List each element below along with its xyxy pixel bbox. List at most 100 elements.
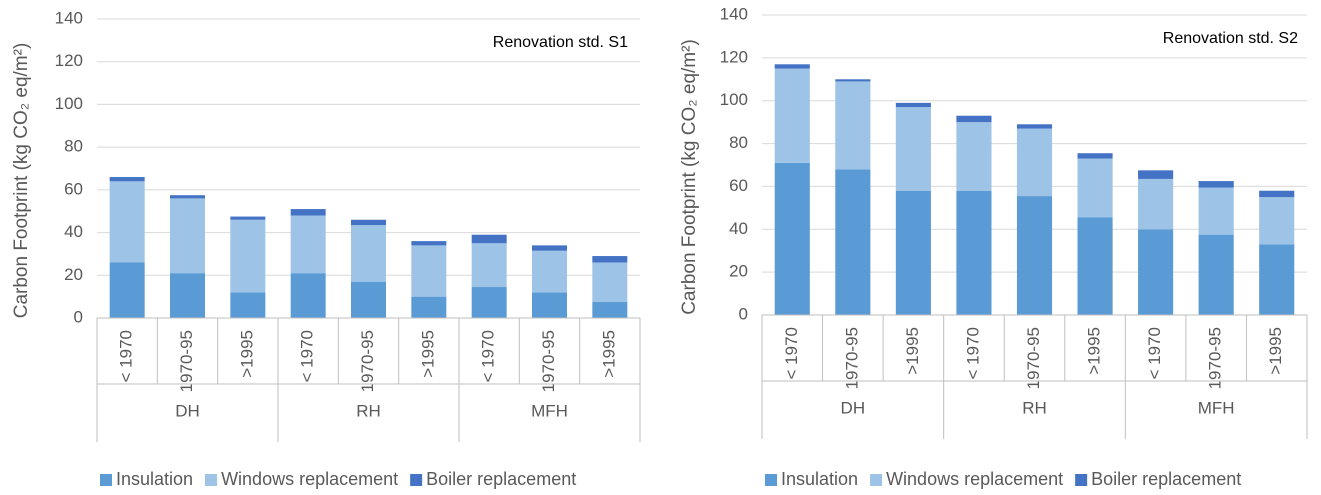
bar-segment [1077,158,1113,218]
bar-segment [109,177,145,182]
bar-segment [351,219,386,226]
bar-segment [1259,197,1295,245]
group-label: RH [1022,398,1047,417]
bar-segment [956,190,992,315]
bar-segment [1259,244,1295,315]
y-tick-label: 60 [729,176,748,195]
bar-segment [895,190,931,315]
legend-swatch [100,474,112,486]
y-tick-label: 0 [739,304,748,323]
bar-segment [532,292,567,318]
x-tick-label: 1970-95 [842,327,861,389]
annotation: Renovation std. S2 [1163,30,1298,47]
bar-segment [230,219,266,293]
legend-label: Boiler replacement [1091,469,1241,489]
y-tick-label: 80 [64,137,83,156]
x-tick-label: >1995 [599,330,618,378]
y-tick-label: 120 [55,51,83,70]
bar-segment [592,262,628,302]
bar-segment [592,256,628,263]
y-tick-label: 20 [64,265,83,284]
bar-segment [1016,196,1053,315]
bar-segment [592,301,628,318]
bar-segment [774,64,810,69]
bar-segment [170,195,205,199]
legend-swatch [1075,474,1088,486]
bar-segment [411,296,447,318]
bar-segment [170,198,205,274]
x-tick-label: >1995 [1266,327,1285,375]
group-label: RH [356,401,381,420]
bar-segment [230,216,266,220]
legend-label: Windows replacement [221,469,398,489]
legend-swatch [205,474,218,486]
x-tick-label: < 1970 [117,330,136,382]
y-tick-label: 140 [55,8,83,27]
bar-segment [532,250,567,293]
x-tick-label: < 1970 [479,330,498,382]
x-tick-label: >1995 [237,330,256,378]
legend-label: Boiler replacement [426,469,576,489]
bar-segment [351,281,386,318]
legend-swatch [410,474,423,486]
group-label: MFH [531,401,568,420]
bar-segment [1138,229,1174,315]
y-tick-label: 140 [720,4,748,23]
bar-segment [1198,187,1234,235]
y-tick-label: 40 [64,222,83,241]
bar-segment [290,209,326,216]
legend-swatch [870,474,883,486]
bar-segment [895,107,931,191]
x-tick-label: < 1970 [782,327,801,379]
legend-label: Insulation [116,469,193,489]
x-tick-label: < 1970 [1145,327,1164,379]
bar-segment [170,273,205,318]
bar-segment [290,215,326,274]
bar-segment [1138,170,1174,179]
bar-segment [1077,153,1113,159]
bar-segment [1016,124,1053,129]
bar-segment [290,273,326,318]
bar-segment [835,81,871,170]
x-tick-label: < 1970 [963,327,982,379]
bar-segment [774,68,810,163]
x-tick-label: 1970-95 [1206,327,1225,389]
x-tick-label: 1970-95 [177,330,196,392]
y-tick-label: 20 [729,262,748,281]
group-label: MFH [1198,398,1235,417]
y-tick-label: 80 [729,133,748,152]
bar-segment [895,102,931,108]
bar-segment [109,181,145,263]
legend-label: Windows replacement [886,469,1063,489]
x-tick-label: >1995 [903,327,922,375]
bar-segment [109,262,145,318]
y-tick-label: 0 [74,307,83,326]
bar-segment [774,162,810,315]
legend-swatch [765,474,777,486]
bar-segment [835,79,871,82]
bar-segment [956,115,992,123]
bar-segment [1077,217,1113,315]
legend-label: Insulation [781,469,858,489]
bar-segment [1259,190,1295,198]
bar-segment [351,225,386,282]
y-tick-label: 60 [64,179,83,198]
group-label: DH [175,401,200,420]
bar-segment [1016,128,1053,197]
bar-segment [1198,181,1234,188]
bar-segment [471,234,507,244]
y-tick-label: 100 [720,90,748,109]
bar-segment [230,292,266,318]
y-axis-title: Carbon Footprint (kg CO₂ eq/m²) [679,39,700,315]
x-tick-label: >1995 [1085,327,1104,375]
bar-segment [411,245,447,297]
bar-segment [532,245,567,251]
bar-segment [956,122,992,191]
annotation: Renovation std. S1 [493,34,628,51]
bar-segment [471,243,507,288]
x-tick-label: 1970-95 [539,330,558,392]
x-tick-label: 1970-95 [358,330,377,392]
bar-segment [1138,178,1174,230]
bar-segment [471,287,507,318]
